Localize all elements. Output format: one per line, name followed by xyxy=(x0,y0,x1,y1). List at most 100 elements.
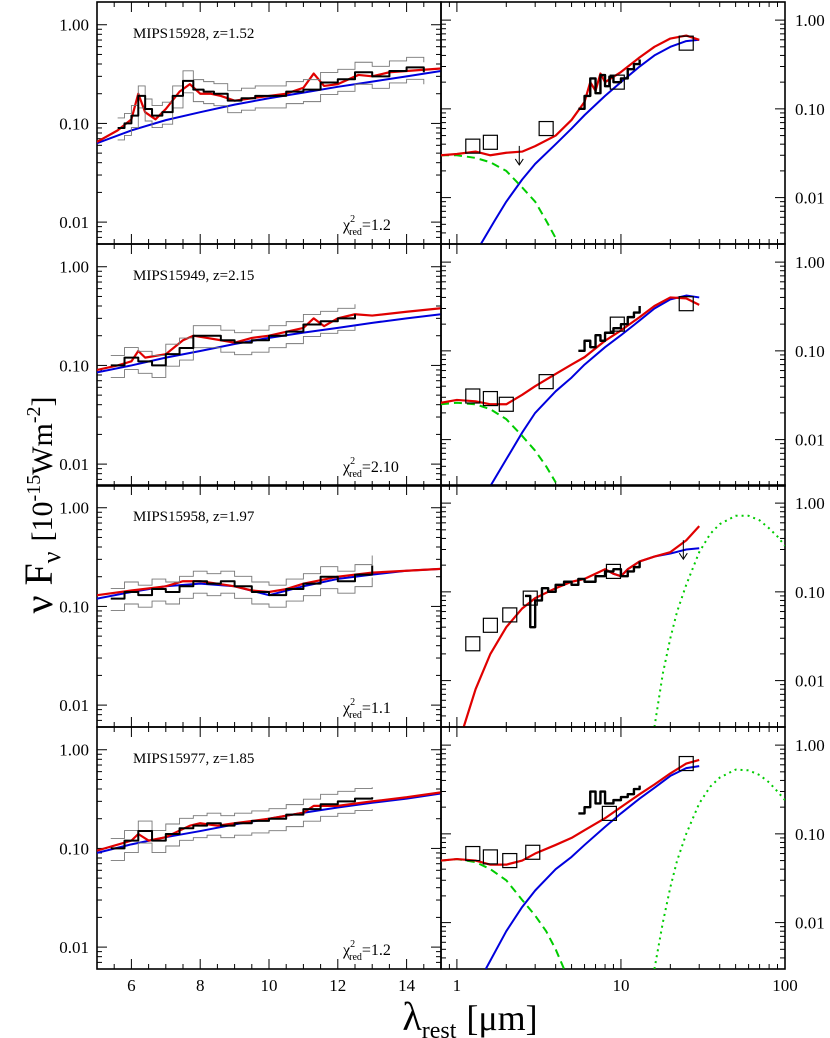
y-tick-label: 1.00 xyxy=(795,253,825,272)
panel-left-row0: 1.00 0.10 0.01 MIPS15928, z=1.52 χ2 red=1.2 xyxy=(59,1,442,245)
chi2-label: χ2 red=2.10 xyxy=(342,456,399,480)
y-label-unit-mid: Wm xyxy=(26,423,59,475)
plot-frame xyxy=(440,726,786,970)
y-tick-label: 0.10 xyxy=(59,597,89,616)
panel-left-row3: 1.00 0.10 0.01 6 8 10 12 14 MIPS15977, z=1.85 χ2 r… xyxy=(59,726,442,995)
panel-left-row1: 1.00 0.10 0.01 MIPS15949, z=2.15 χ2 red=2.10 xyxy=(59,243,442,487)
x-label-unit: [μm] xyxy=(466,998,537,1038)
chi2-label: χ2 red=1.2 xyxy=(342,214,391,238)
total-model-line xyxy=(441,34,700,157)
y-axis-label: ν Fν [10-15Wm-2] xyxy=(16,396,66,613)
y-tick-label: 0.01 xyxy=(59,455,89,474)
upper-limit-head xyxy=(514,158,524,166)
error-envelope xyxy=(110,555,373,590)
panel-title: MIPS15949, z=2.15 xyxy=(133,268,254,284)
y-tick-label: 0.10 xyxy=(795,100,825,119)
photometry-point xyxy=(465,636,481,652)
panel-right-row0: 1.00 0.10 0.01 xyxy=(440,1,825,245)
irs-spectrum-line xyxy=(578,785,641,815)
y-tick-label: 0.01 xyxy=(795,431,825,450)
x-tick-label: 14 xyxy=(398,976,416,995)
upper-limit-head xyxy=(678,552,688,561)
y-tick-label: 0.10 xyxy=(59,356,89,375)
y-tick-label: 0.10 xyxy=(795,342,825,361)
y-tick-label: 1.00 xyxy=(795,11,825,30)
plot-frame xyxy=(440,484,786,728)
y-label-sub: ν xyxy=(37,551,66,563)
photometry-point xyxy=(482,390,498,407)
error-envelope xyxy=(110,809,373,861)
y-label-exp2: -2 xyxy=(23,406,45,423)
panel-left-row2: 1.00 0.10 0.01 MIPS15958, z=1.97 χ2 red=1.1 xyxy=(59,484,442,728)
y-tick-label: 1.00 xyxy=(59,499,89,518)
irs-spectrum-line xyxy=(110,797,374,850)
y-tick-label: 0.10 xyxy=(59,839,89,858)
photometry-point xyxy=(465,138,481,154)
panel-right-row1: 1.00 0.10 0.01 xyxy=(440,243,825,487)
total-model-line xyxy=(462,525,701,727)
total-model-line xyxy=(441,296,700,406)
y-tick-label: 1.00 xyxy=(795,494,825,513)
panel-right-row2: 1.00 0.10 0.01 xyxy=(440,484,825,728)
y-tick-label: 0.01 xyxy=(795,189,825,208)
panel-title: MIPS15958, z=1.97 xyxy=(133,509,255,525)
y-tick-label: 1.00 xyxy=(59,258,89,277)
y-label-main: ν F xyxy=(16,563,61,613)
error-envelope xyxy=(110,577,373,612)
y-tick-label: 0.01 xyxy=(59,213,89,232)
photometry-point xyxy=(525,844,541,860)
y-tick-label: 0.01 xyxy=(795,672,825,691)
total-model-line xyxy=(97,791,441,852)
agn-model-line xyxy=(97,69,441,145)
stellar-model-line xyxy=(653,514,785,727)
total-model-line xyxy=(97,67,441,143)
x-label-sub: rest xyxy=(422,1018,457,1038)
panel-title: MIPS15977, z=1.85 xyxy=(133,751,254,767)
y-label-exp1: -15 xyxy=(23,475,45,502)
stellar-model-line xyxy=(441,154,557,239)
agn-model-line xyxy=(97,792,441,854)
panel-title: MIPS15928, z=1.52 xyxy=(133,26,254,42)
stellar-model-line xyxy=(441,401,557,483)
y-tick-label: 0.10 xyxy=(795,825,825,844)
y-label-unit-post: ] xyxy=(26,396,59,406)
photometry-point xyxy=(502,852,518,869)
x-tick-label: 8 xyxy=(196,976,205,995)
y-tick-label: 1.00 xyxy=(59,16,89,35)
plot-frame xyxy=(440,1,786,245)
error-envelope xyxy=(117,56,425,119)
error-envelope xyxy=(117,78,425,141)
y-tick-label: 0.10 xyxy=(59,114,89,133)
x-axis-label: λrest [μm] xyxy=(402,994,537,1038)
irs-spectrum-line xyxy=(524,561,641,629)
agn-model-line xyxy=(489,294,700,486)
photometry-point xyxy=(678,296,694,312)
photometry-point xyxy=(482,134,498,150)
irs-spectrum-line xyxy=(578,59,641,111)
photometry-point xyxy=(538,374,554,390)
y-tick-label: 0.01 xyxy=(59,696,89,715)
photometry-point xyxy=(678,755,694,772)
irs-spectrum-line xyxy=(110,314,356,367)
y-label-unit-pre: [10 xyxy=(26,501,59,541)
agn-model-line xyxy=(484,765,700,969)
agn-model-line xyxy=(604,547,700,578)
chi2-label: χ2 red=1.1 xyxy=(342,697,391,721)
x-tick-label: 1 xyxy=(453,976,462,995)
stellar-model-line xyxy=(441,858,565,969)
y-tick-label: 0.01 xyxy=(795,914,825,933)
irs-spectrum-line xyxy=(110,565,374,600)
irs-spectrum-line xyxy=(578,306,641,353)
plot-frame xyxy=(440,243,786,487)
error-envelope xyxy=(110,304,356,356)
y-tick-label: 1.00 xyxy=(59,741,89,760)
error-envelope xyxy=(110,787,373,839)
error-envelope xyxy=(110,326,356,378)
y-tick-label: 0.10 xyxy=(795,583,825,602)
y-tick-label: 0.01 xyxy=(59,938,89,957)
irs-spectrum-line xyxy=(117,66,425,129)
photometry-point xyxy=(465,845,481,862)
stellar-model-line xyxy=(653,768,785,969)
agn-model-line xyxy=(97,313,441,374)
